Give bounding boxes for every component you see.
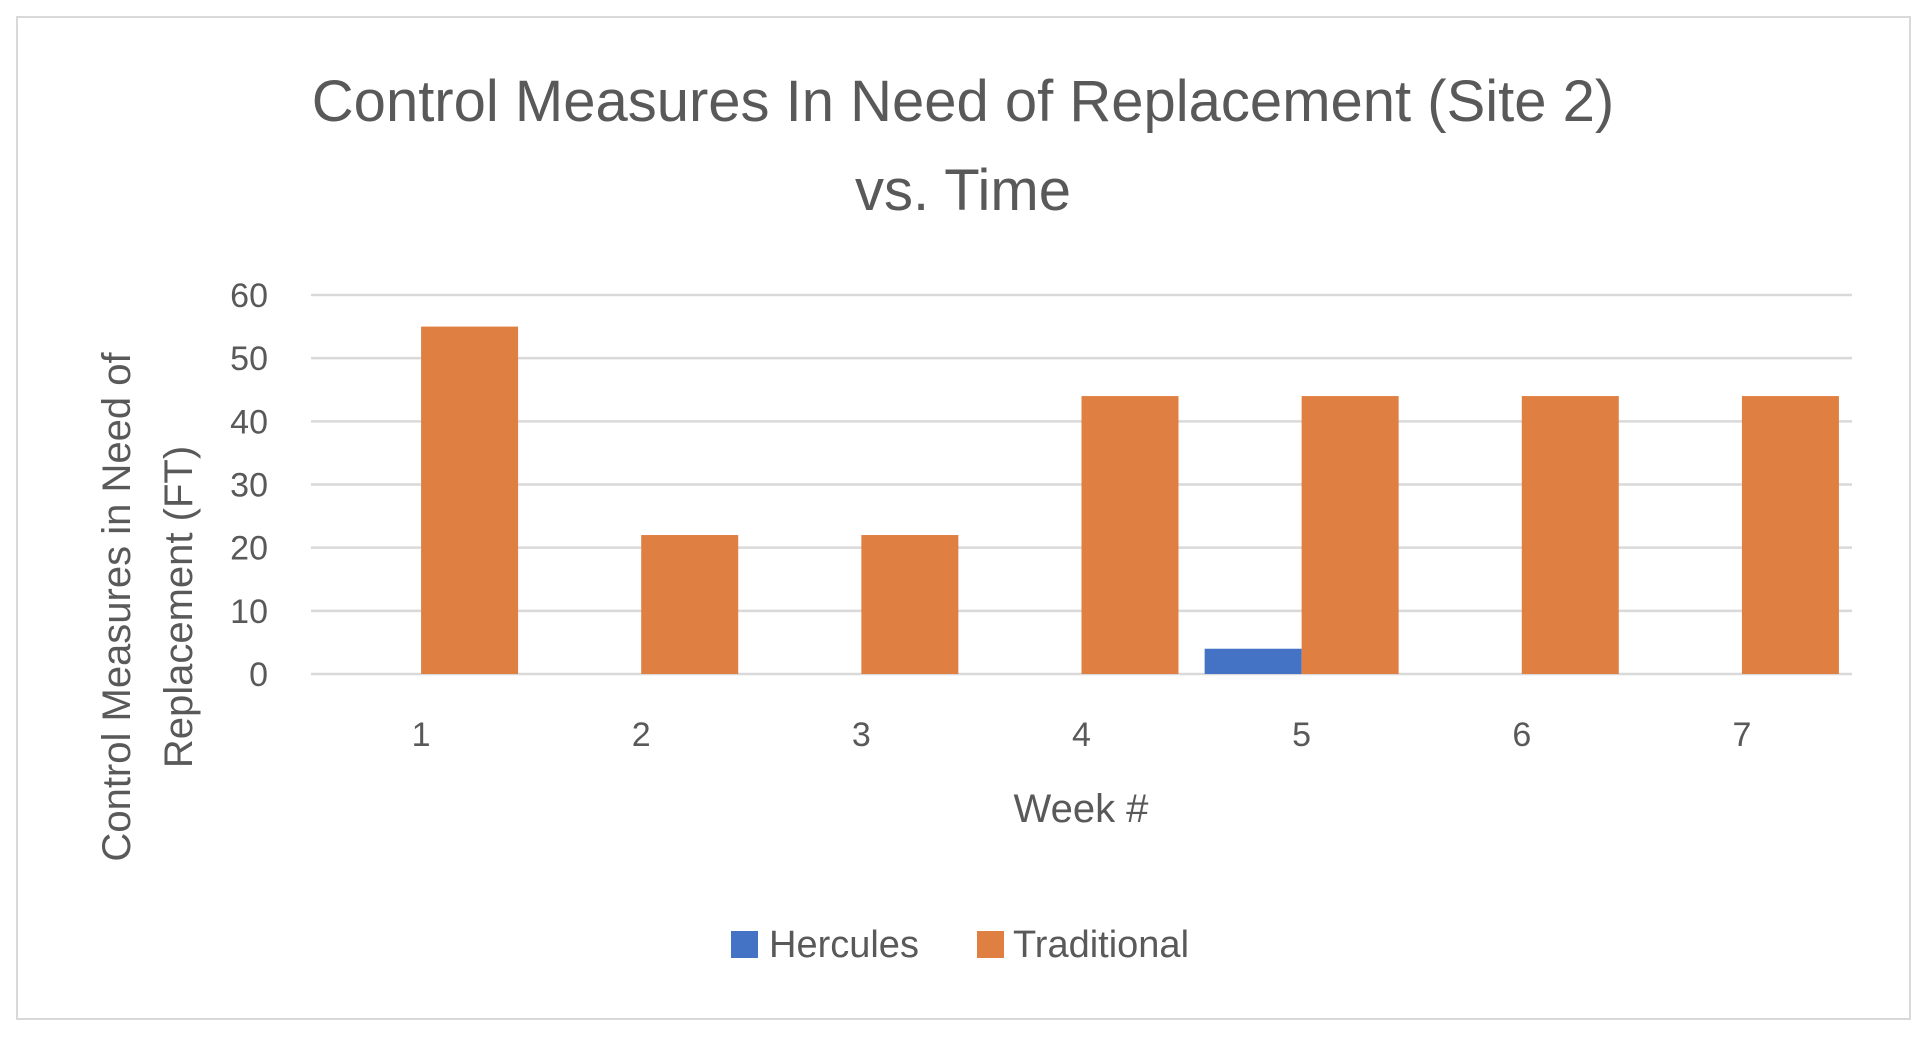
bar-traditional-week-6 xyxy=(1521,396,1619,674)
legend-label-traditional: Traditional xyxy=(1013,924,1189,966)
legend: Hercules Traditional xyxy=(731,924,1189,966)
x-tick-label: 5 xyxy=(1292,716,1311,754)
bar-traditional-week-5 xyxy=(1301,396,1399,674)
y-tick-label: 30 xyxy=(230,467,268,505)
chart-title: Control Measures In Need of Replacement … xyxy=(312,69,1614,134)
x-tick-label: 3 xyxy=(852,716,871,754)
bar-traditional-week-1 xyxy=(421,326,519,674)
x-tick-label: 6 xyxy=(1512,716,1531,754)
y-tick-label: 40 xyxy=(230,403,268,441)
legend-label-hercules: Hercules xyxy=(769,924,919,966)
y-tick-label: 20 xyxy=(230,530,268,568)
y-tick-label: 50 xyxy=(230,340,268,378)
x-axis-label: Week # xyxy=(1014,787,1150,831)
x-tick-label: 4 xyxy=(1072,716,1091,754)
y-tick-label: 10 xyxy=(230,593,268,631)
chart-title-line2: vs. Time xyxy=(855,158,1071,223)
bar-traditional-week-3 xyxy=(861,535,959,674)
x-tick-label: 2 xyxy=(632,716,651,754)
legend-swatch-hercules xyxy=(731,931,758,958)
y-axis-label-line2: Replacement (FT) xyxy=(157,446,201,768)
legend-swatch-traditional xyxy=(977,931,1004,958)
bar-traditional-week-2 xyxy=(641,535,739,674)
bar-traditional-week-4 xyxy=(1081,396,1179,674)
y-tick-label: 60 xyxy=(230,277,268,315)
bar-traditional-week-7 xyxy=(1741,396,1839,674)
x-tick-label: 7 xyxy=(1732,716,1751,754)
y-tick-label: 0 xyxy=(249,656,268,694)
y-axis-label: Control Measures in Need of xyxy=(95,352,139,862)
x-tick-label: 1 xyxy=(412,716,431,754)
bar-hercules-week-5 xyxy=(1204,648,1302,674)
